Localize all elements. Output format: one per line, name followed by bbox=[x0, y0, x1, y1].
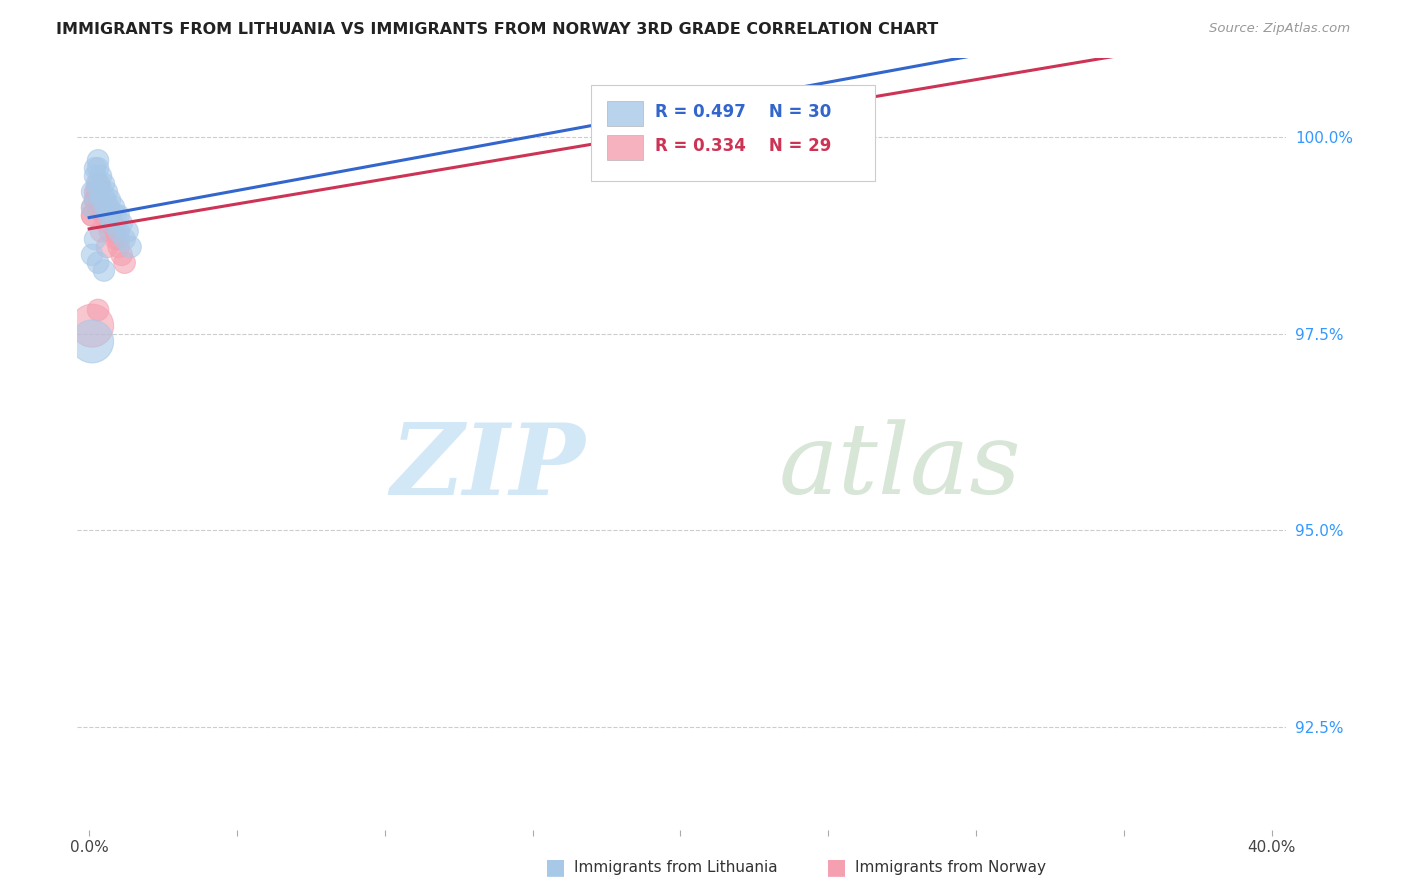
Text: Immigrants from Norway: Immigrants from Norway bbox=[855, 860, 1046, 874]
Point bbox=[96, 201, 118, 215]
Point bbox=[87, 185, 110, 199]
Point bbox=[114, 255, 136, 269]
Text: R = 0.334    N = 29: R = 0.334 N = 29 bbox=[655, 137, 832, 155]
Point bbox=[104, 232, 127, 246]
FancyBboxPatch shape bbox=[592, 85, 876, 181]
Point bbox=[96, 240, 118, 254]
Point bbox=[84, 185, 107, 199]
Text: ■: ■ bbox=[546, 857, 565, 877]
Point bbox=[82, 318, 104, 333]
Text: Immigrants from Lithuania: Immigrants from Lithuania bbox=[574, 860, 778, 874]
Point bbox=[82, 185, 104, 199]
Point bbox=[107, 240, 129, 254]
Point bbox=[82, 209, 104, 223]
Point bbox=[87, 255, 110, 269]
Point bbox=[111, 216, 134, 230]
Point bbox=[84, 232, 107, 246]
Point bbox=[90, 185, 112, 199]
Point bbox=[624, 106, 647, 120]
Point bbox=[84, 169, 107, 183]
Point bbox=[93, 201, 115, 215]
Text: IMMIGRANTS FROM LITHUANIA VS IMMIGRANTS FROM NORWAY 3RD GRADE CORRELATION CHART: IMMIGRANTS FROM LITHUANIA VS IMMIGRANTS … bbox=[56, 22, 938, 37]
Point bbox=[82, 201, 104, 215]
Point bbox=[98, 209, 121, 223]
Point bbox=[107, 209, 129, 223]
Point bbox=[98, 193, 121, 207]
Point bbox=[82, 334, 104, 349]
Point bbox=[96, 185, 118, 199]
Point bbox=[87, 177, 110, 191]
Point bbox=[98, 209, 121, 223]
Point bbox=[98, 224, 121, 238]
Point bbox=[87, 302, 110, 317]
Point bbox=[595, 129, 617, 144]
Text: ■: ■ bbox=[827, 857, 846, 877]
Point bbox=[117, 224, 139, 238]
Point bbox=[93, 177, 115, 191]
Point bbox=[84, 193, 107, 207]
Point bbox=[84, 161, 107, 176]
Text: Source: ZipAtlas.com: Source: ZipAtlas.com bbox=[1209, 22, 1350, 36]
Point bbox=[87, 177, 110, 191]
Point bbox=[96, 201, 118, 215]
Point bbox=[114, 232, 136, 246]
Point bbox=[101, 216, 124, 230]
Point bbox=[93, 193, 115, 207]
Point bbox=[82, 209, 104, 223]
Point bbox=[96, 216, 118, 230]
Point bbox=[107, 224, 129, 238]
Point bbox=[104, 224, 127, 238]
Bar bbox=[607, 101, 643, 126]
Point bbox=[87, 161, 110, 176]
Point bbox=[87, 153, 110, 168]
Text: atlas: atlas bbox=[779, 419, 1021, 515]
Point bbox=[93, 263, 115, 277]
Point bbox=[90, 224, 112, 238]
Point bbox=[93, 209, 115, 223]
Point bbox=[107, 232, 129, 246]
Point bbox=[90, 169, 112, 183]
Point bbox=[104, 209, 127, 223]
Point bbox=[82, 248, 104, 262]
Point bbox=[82, 201, 104, 215]
Point bbox=[90, 193, 112, 207]
Point bbox=[101, 201, 124, 215]
Point bbox=[84, 193, 107, 207]
Point bbox=[87, 201, 110, 215]
Point bbox=[111, 248, 134, 262]
Point bbox=[101, 216, 124, 230]
Text: ZIP: ZIP bbox=[391, 418, 585, 516]
Point bbox=[93, 209, 115, 223]
Bar bbox=[607, 135, 643, 160]
Point bbox=[120, 240, 142, 254]
Text: R = 0.497    N = 30: R = 0.497 N = 30 bbox=[655, 103, 831, 121]
